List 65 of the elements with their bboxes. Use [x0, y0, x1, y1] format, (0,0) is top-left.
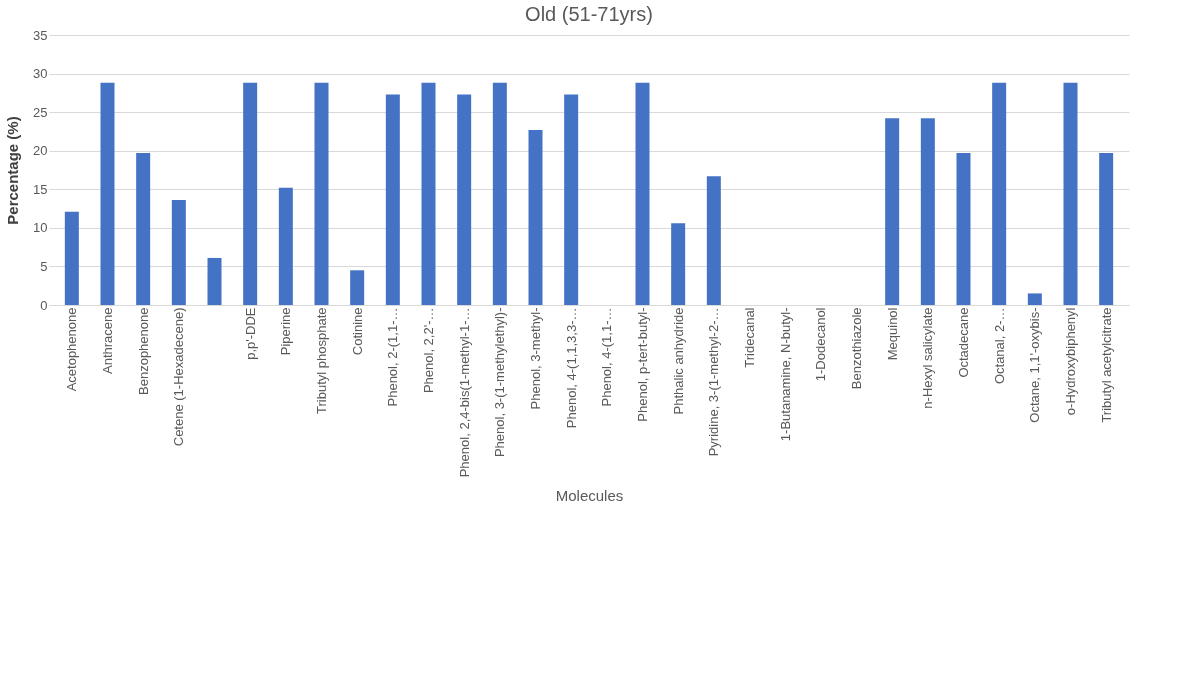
x-tick-label: Phenol, 4-(1,1,3,3-…: [563, 307, 579, 429]
x-tick-label: Tributyl phosphate: [314, 307, 329, 414]
x-tick-label: n-Hexyl salicylate: [920, 307, 936, 409]
x-tick-label: 1-Butanamine, N-butyl-: [777, 307, 793, 442]
y-tick-label: 10: [33, 220, 48, 236]
bar: [171, 200, 186, 305]
bar: [992, 82, 1007, 305]
y-tick-label: 5: [40, 258, 48, 274]
bar: [528, 129, 543, 305]
bar: [314, 82, 329, 305]
x-tick-label: Phthalic anhydride: [670, 307, 686, 415]
bar: [706, 176, 721, 305]
bar: [1027, 293, 1042, 305]
bar: [385, 94, 400, 305]
y-tick-label: 25: [33, 104, 48, 120]
x-tick-label: Pyridine, 3-(1-methyl-2-…: [706, 307, 722, 457]
bar: [278, 187, 293, 305]
y-tick-label: 20: [33, 143, 48, 159]
x-tick-label: 1-Dodecanol: [813, 307, 829, 382]
bar: [136, 153, 151, 305]
x-tick-label: p,p'-DDE: [242, 307, 258, 360]
x-tick-label: Phenol, 3-(1-methylethyl)-: [492, 307, 508, 458]
bar: [1063, 82, 1078, 305]
x-tick-label: Octadecane: [956, 307, 971, 378]
y-tick-label: 0: [40, 297, 48, 313]
x-tick-label: Benzothiazole: [849, 307, 864, 390]
x-tick-label: Piperine: [278, 307, 294, 356]
bar: [635, 82, 650, 305]
x-tick-label: Anthracene: [100, 307, 115, 374]
bar: [492, 82, 507, 305]
x-tick-label: Phenol, 2,4-bis(1-methyl-1-…: [456, 307, 472, 478]
x-tick-label: Tridecanal: [742, 307, 757, 368]
y-axis-title: Percentage (%): [4, 116, 22, 225]
x-tick-label: Cotinine: [349, 307, 365, 356]
x-tick-label: Cetene (1-Hexadecene): [171, 307, 187, 447]
y-tick-label: 35: [33, 27, 48, 43]
bar: [885, 118, 900, 305]
bar: [956, 153, 971, 305]
y-tick-label: 15: [33, 181, 48, 197]
x-tick-label: Acetophenone: [64, 307, 80, 392]
x-tick-label: Phenol, 2-(1,1-…: [385, 307, 401, 407]
x-tick-label: Phenol, 3-methyl-: [528, 307, 543, 410]
bar: [243, 82, 258, 305]
bar: [100, 82, 115, 305]
bar: [64, 211, 79, 305]
x-tick-label: Phenol, p-tert-butyl-: [635, 307, 650, 422]
x-tick-label: Phenol, 4-(1,1-…: [599, 307, 615, 407]
x-tick-label: o-Hydroxybiphenyl: [1063, 307, 1078, 416]
x-tick-label: Mequinol: [884, 307, 900, 361]
bar: [350, 270, 365, 305]
chart-title: Old (51-71yrs): [525, 3, 653, 25]
bar: [1099, 153, 1114, 305]
bar: [207, 257, 222, 305]
bar: [671, 223, 686, 305]
y-tick-label: 30: [33, 66, 48, 82]
bar: [457, 94, 472, 305]
bar: [564, 94, 579, 305]
x-tick-label: Phenol, 2,2'-…: [421, 307, 436, 394]
x-tick-label: Benzophenone: [135, 307, 151, 395]
x-tick-label: Tributyl acetylcitrate: [1098, 307, 1114, 423]
x-tick-label: Octane, 1,1'-oxybis-: [1027, 307, 1043, 423]
x-tick-label: Octanal, 2-…: [991, 307, 1007, 385]
x-axis-title: Molecules: [555, 487, 624, 505]
bar: [421, 82, 436, 305]
bar: [920, 118, 935, 305]
